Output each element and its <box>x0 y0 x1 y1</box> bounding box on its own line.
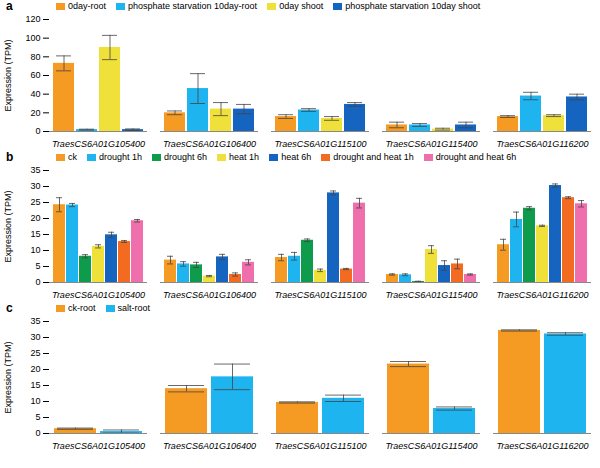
svg-text:60: 60 <box>30 70 40 80</box>
svg-text:20: 20 <box>30 364 40 374</box>
html-text:ck-root: ck-root <box>68 303 96 313</box>
svg-text:20: 20 <box>30 108 40 118</box>
svg-text:TraesCS6A01G105400: TraesCS6A01G105400 <box>52 290 145 300</box>
svg-text:0: 0 <box>35 126 40 136</box>
svg-text:TraesCS6A01G106400: TraesCS6A01G106400 <box>163 441 256 451</box>
svg-text:TraesCS6A01G106400: TraesCS6A01G106400 <box>163 290 256 300</box>
html-text:salt-root: salt-root <box>117 303 150 313</box>
svg-text:0: 0 <box>35 428 40 438</box>
html-text:ck: ck <box>68 152 77 162</box>
svg-text:35: 35 <box>30 165 40 175</box>
svg-text:100: 100 <box>25 33 40 43</box>
svg-text:5: 5 <box>35 261 40 271</box>
svg-text:20: 20 <box>30 213 40 223</box>
html-text:drought and heat 6h: drought and heat 6h <box>435 152 517 162</box>
html-text:0day-root: 0day-root <box>68 1 106 11</box>
svg-text:TraesCS6A01G115400: TraesCS6A01G115400 <box>385 290 477 300</box>
svg-text:Expression (TPM): Expression (TPM) <box>3 39 13 111</box>
svg-text:TraesCS6A01G116200: TraesCS6A01G116200 <box>496 441 588 451</box>
svg-text:35: 35 <box>30 316 40 326</box>
svg-text:TraesCS6A01G115400: TraesCS6A01G115400 <box>385 139 477 149</box>
svg-text:TraesCS6A01G106400: TraesCS6A01G106400 <box>163 139 256 149</box>
html-text:a: a <box>6 0 13 13</box>
svg-text:Expression (TPM): Expression (TPM) <box>3 341 13 413</box>
svg-text:120: 120 <box>25 14 40 24</box>
html-text:c: c <box>6 301 13 315</box>
svg-text:TraesCS6A01G116200: TraesCS6A01G116200 <box>496 139 588 149</box>
svg-text:10: 10 <box>30 245 40 255</box>
html-text:drought 6h: drought 6h <box>164 152 208 162</box>
html-text:drought and heat 1h: drought and heat 1h <box>333 152 414 162</box>
svg-text:TraesCS6A01G105400: TraesCS6A01G105400 <box>52 441 145 451</box>
svg-text:TraesCS6A01G115100: TraesCS6A01G115100 <box>274 290 366 300</box>
svg-text:0: 0 <box>35 277 40 287</box>
svg-text:TraesCS6A01G115400: TraesCS6A01G115400 <box>385 441 477 451</box>
svg-text:40: 40 <box>30 89 40 99</box>
svg-text:15: 15 <box>30 380 40 390</box>
html-text:phosphate starvation 10day-roo: phosphate starvation 10day-root <box>128 1 258 11</box>
svg-text:30: 30 <box>30 332 40 342</box>
html-text:heat 1h: heat 1h <box>229 152 260 162</box>
svg-text:30: 30 <box>30 181 40 191</box>
svg-text:25: 25 <box>30 348 40 358</box>
html-text:0day shoot: 0day shoot <box>279 1 324 11</box>
svg-text:TraesCS6A01G105400: TraesCS6A01G105400 <box>52 139 145 149</box>
svg-text:TraesCS6A01G115100: TraesCS6A01G115100 <box>274 441 366 451</box>
svg-text:15: 15 <box>30 229 40 239</box>
svg-text:Expression (TPM): Expression (TPM) <box>3 190 13 262</box>
html-text:drought 1h: drought 1h <box>99 152 142 162</box>
html-text:heat 6h: heat 6h <box>281 152 312 162</box>
html-text:b: b <box>6 150 14 164</box>
svg-text:TraesCS6A01G116200: TraesCS6A01G116200 <box>496 290 588 300</box>
svg-text:TraesCS6A01G115100: TraesCS6A01G115100 <box>274 139 366 149</box>
svg-text:5: 5 <box>35 412 40 422</box>
html-text:phosphate starvation 10day sho: phosphate starvation 10day shoot <box>345 1 481 11</box>
svg-text:80: 80 <box>30 52 40 62</box>
svg-text:25: 25 <box>30 197 40 207</box>
svg-text:10: 10 <box>30 396 40 406</box>
